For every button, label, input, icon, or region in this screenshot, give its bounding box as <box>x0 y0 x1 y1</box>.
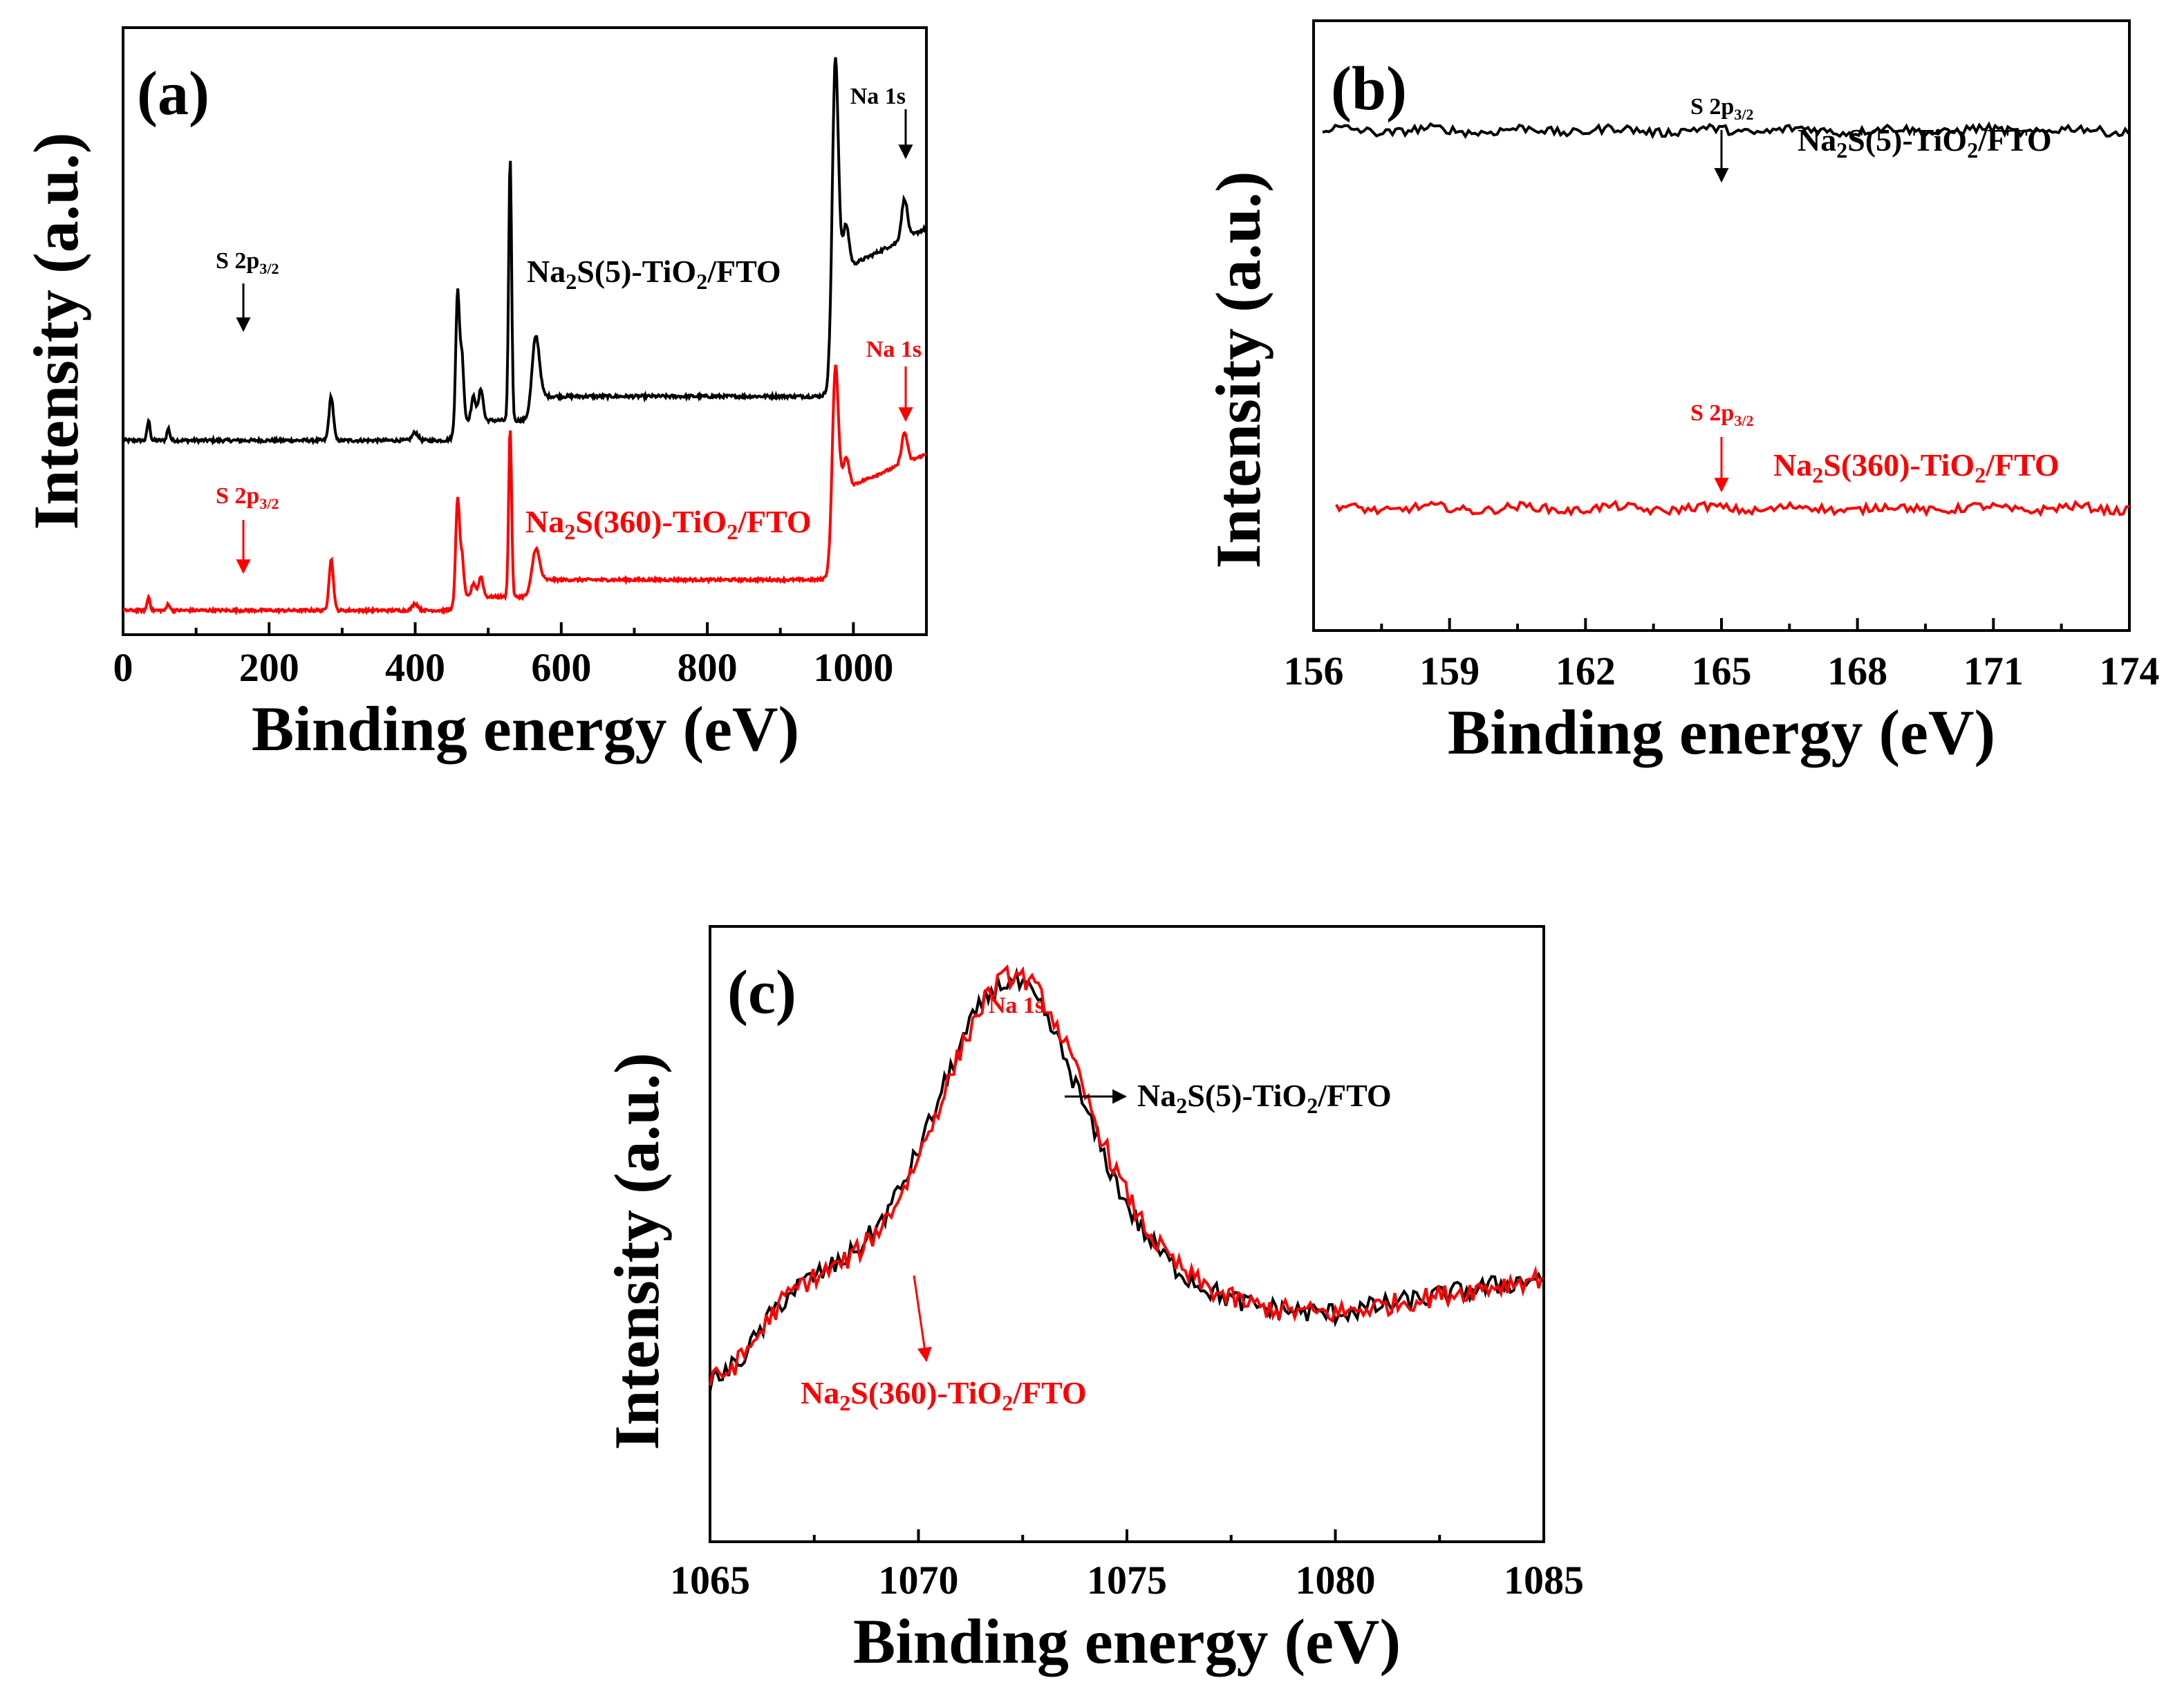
x-tick-label: 174 <box>2100 649 2160 693</box>
series-label-na2s-360-b: Na2S(360)-TiO2/FTO <box>1773 447 2060 487</box>
x-tick-label: 1080 <box>1296 1558 1376 1603</box>
panel-b: 156 159 162 165 168 171 174 (b) Binding energy… <box>1203 19 2160 767</box>
y-axis-title-a: Intensity (a.u.) <box>21 132 91 530</box>
spectrum-line-na2s-360-b <box>1335 499 2130 518</box>
peak-label-s2p-red-b: S 2p3/2 <box>1690 400 1753 429</box>
x-tick-label: 800 <box>678 645 738 690</box>
x-ticks-c: 1065 1070 1075 1080 1085 <box>670 1529 1584 1603</box>
x-tick-label: 1000 <box>813 645 893 690</box>
peak-label-s2p-black-a: S 2p3/2 <box>216 248 279 277</box>
x-tick-label: 171 <box>1963 649 2024 693</box>
x-tick-label: 600 <box>531 645 591 690</box>
x-axis-title-a: Binding energy (eV) <box>252 693 799 764</box>
plot-frame-c <box>709 925 1545 1543</box>
x-tick-label: 400 <box>385 645 445 690</box>
panel-a: 0 200 400 600 800 1000 (a) Binding energy (eV… <box>21 26 928 764</box>
x-tick-label: 1070 <box>879 1558 959 1603</box>
arrow-series-label-red-c <box>913 1275 932 1363</box>
series-label-na2s-360-a: Na2S(360)-TiO2/FTO <box>525 504 812 544</box>
spectrum-line-na2s-360-c <box>709 964 1543 1386</box>
spectrum-line-na2s-5-a <box>122 57 927 446</box>
x-tick-label: 1065 <box>670 1558 750 1603</box>
plot-frame-a <box>122 26 928 636</box>
series-label-na2s-5-b: Na2S(5)-TiO2/FTO <box>1798 122 2052 162</box>
x-tick-label: 1085 <box>1504 1558 1584 1603</box>
x-ticks-b: 156 159 162 165 168 171 174 <box>1284 618 2160 693</box>
series-label-na2s-360-c: Na2S(360)-TiO2/FTO <box>801 1375 1087 1415</box>
y-axis-title-b: Intensity (a.u.) <box>1203 171 1273 568</box>
panel-letter-c: (c) <box>727 958 796 1027</box>
peak-label-na1s-black-a: Na 1s <box>850 84 906 109</box>
x-ticks-a: 0 200 400 600 800 1000 <box>113 622 893 690</box>
x-tick-label: 168 <box>1827 649 1887 693</box>
y-axis-title-c: Intensity (a.u.) <box>601 1052 672 1450</box>
x-tick-label: 1075 <box>1087 1558 1167 1603</box>
x-tick-label: 162 <box>1556 649 1616 693</box>
panel-c: 1065 1070 1075 1080 1085 (c) Binding energy … <box>601 925 1584 1677</box>
x-axis-title-c: Binding energy (eV) <box>853 1606 1401 1677</box>
x-axis-title-b: Binding energy (eV) <box>1448 697 1995 767</box>
x-tick-label: 200 <box>239 645 299 690</box>
peak-label-s2p-red-a: S 2p3/2 <box>216 483 279 512</box>
series-label-na2s-5-a: Na2S(5)-TiO2/FTO <box>527 254 781 294</box>
peak-label-s2p-black-b: S 2p3/2 <box>1690 94 1753 123</box>
peak-label-na1s-red-a: Na 1s <box>866 337 922 362</box>
spectrum-line-na2s-360-a <box>122 364 927 616</box>
panel-letter-a: (a) <box>137 59 209 128</box>
spectrum-line-na2s-5-b <box>1322 121 2130 140</box>
x-tick-label: 165 <box>1692 649 1752 693</box>
series-label-na2s-5-c: Na2S(5)-TiO2/FTO <box>1137 1078 1392 1118</box>
x-tick-label: 0 <box>113 645 133 690</box>
x-tick-label: 156 <box>1284 649 1344 693</box>
x-tick-label: 159 <box>1419 649 1480 693</box>
peak-label-na1s-c: Na 1s <box>989 993 1044 1018</box>
panel-letter-b: (b) <box>1331 55 1407 123</box>
